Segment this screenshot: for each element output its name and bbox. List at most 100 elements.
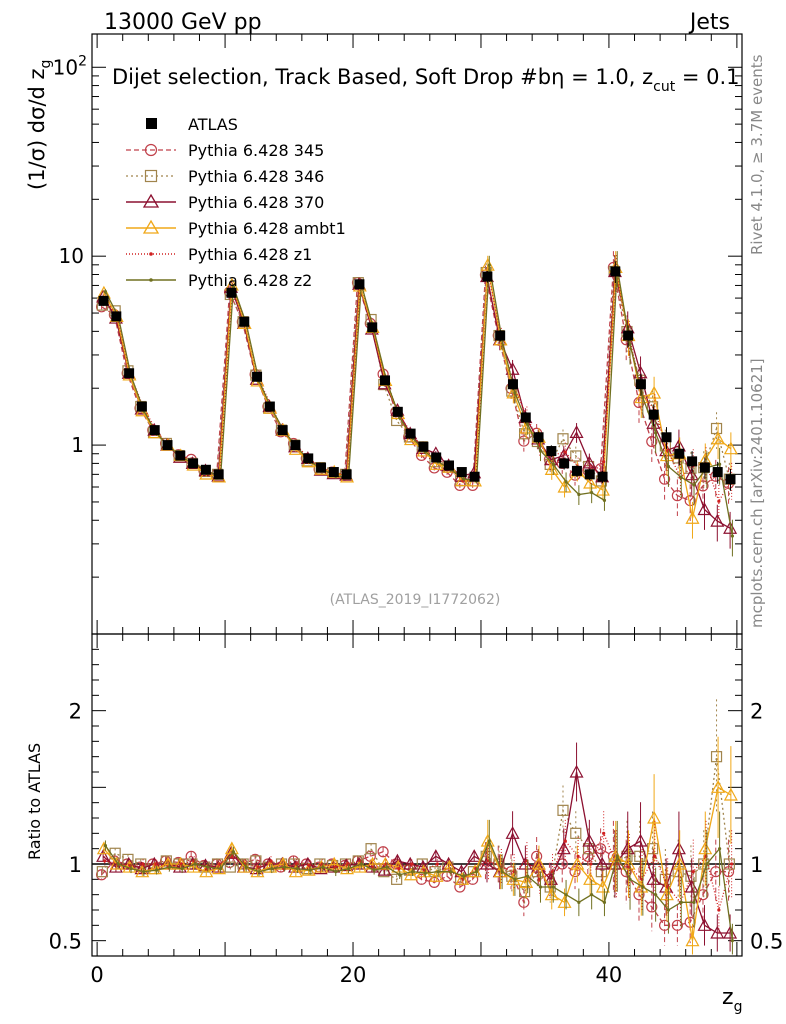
series-z1-ratio-point — [141, 862, 145, 866]
legend-entry-370: Pythia 6.428 370 — [126, 193, 324, 212]
atlas-data-point — [431, 452, 442, 463]
series-346-point — [557, 433, 569, 445]
atlas-data-point — [623, 330, 634, 341]
series-ambt1-ratio-point — [416, 864, 431, 878]
atlas-data-point — [520, 412, 531, 423]
series-ambt1-ratio-point — [685, 933, 700, 947]
series-346-ratio-point — [96, 866, 108, 878]
atlas-data-point — [290, 440, 301, 451]
atlas-data-point — [712, 467, 723, 478]
atlas-data-point — [546, 446, 557, 457]
series-ambt1-ratio-point — [531, 856, 546, 870]
series-ambt1-ratio-point — [544, 887, 559, 901]
legend-entry-346: Pythia 6.428 346 — [126, 167, 324, 186]
atlas-data-point — [559, 458, 570, 469]
series-346-ratio-point — [160, 855, 172, 867]
series-z1-ratio-point — [691, 870, 695, 874]
series-370-ratio-point — [428, 849, 443, 862]
y-ratio-tick-label: 0.5 — [49, 930, 82, 954]
legend-entry-ambt1: Pythia 6.428 ambt1 — [126, 219, 346, 238]
series-370-ratio-point — [390, 853, 405, 867]
atlas-data-point — [111, 311, 122, 322]
atlas-data-point — [341, 469, 352, 480]
series-370-ratio-point — [479, 856, 495, 870]
y-ratio-tick-label-right: 2 — [750, 700, 763, 724]
x-label-text: z — [722, 985, 734, 1010]
series-ambt1-point — [595, 482, 610, 496]
series-345-ratio-point — [569, 866, 581, 878]
atlas-data-point — [507, 379, 518, 390]
header-left: 13000 GeV pp — [104, 10, 262, 35]
series-370-point — [569, 425, 584, 438]
main-series-layer — [95, 251, 738, 557]
atlas-data-point — [687, 456, 698, 467]
y-main-tick-label: 1 — [71, 433, 84, 457]
y-ratio-tick-label: 1 — [69, 853, 82, 877]
series-370-ratio-point — [671, 841, 686, 855]
atlas-data-point — [405, 428, 416, 439]
legend-z1-marker — [149, 252, 153, 256]
y-axis-label-ratio: Ratio to ATLAS — [25, 743, 44, 860]
legend-atlas-label: ATLAS — [188, 115, 238, 134]
series-345-ratio-point — [518, 896, 530, 908]
rivet-version-label: Rivet 4.1.0, ≥ 3.7M events — [748, 54, 766, 255]
series-346-ratio-point — [595, 866, 607, 878]
series-346-point — [570, 450, 582, 462]
atlas-data-point — [136, 401, 147, 412]
series-345-ratio-point — [633, 889, 645, 901]
series-345-point — [646, 435, 658, 448]
atlas-data-point — [188, 458, 199, 469]
series-346-ratio-point — [557, 804, 569, 816]
series-346-ratio-point — [710, 751, 723, 763]
atlas-data-point — [380, 375, 391, 386]
series-370-ratio-point — [556, 841, 571, 855]
series-ambt1-ratio-point — [711, 780, 726, 793]
plot-title-cut-sub: cut — [653, 79, 676, 95]
series-ambt1-point — [711, 431, 726, 445]
atlas-data-point — [456, 467, 467, 478]
legend-entry-atlas: ATLAS — [146, 115, 238, 134]
atlas-data-point — [495, 330, 506, 341]
legend-ambt1-marker — [142, 219, 160, 234]
ratio-series-layer — [95, 699, 738, 955]
analysis-id-label: (ATLAS_2019_I1772062) — [330, 592, 501, 608]
series-345-ratio-point — [658, 919, 671, 931]
y-axis-label-main: (1/σ) dσ/d zg — [25, 60, 54, 190]
series-370-ratio-point — [569, 764, 584, 778]
x-axis-label: zg — [722, 985, 742, 1015]
series-ambt1-point — [723, 441, 738, 455]
series-346-ratio-point — [250, 855, 262, 867]
series-z2-ratio-point — [730, 939, 735, 943]
legend-z2-marker — [149, 278, 153, 282]
x-tick-label: 20 — [340, 963, 367, 987]
legend: ATLAS Pythia 6.428 345 Pythia 6.428 346 … — [126, 115, 346, 290]
atlas-data-point — [354, 279, 365, 290]
atlas-data-point — [674, 448, 685, 459]
atlas-data-point — [443, 460, 454, 471]
series-346-point — [519, 428, 531, 440]
series-345-ratio-point — [620, 866, 632, 878]
y-ratio-tick-label: 2 — [69, 700, 82, 724]
atlas-data-point — [661, 432, 672, 443]
legend-entry-345: Pythia 6.428 345 — [126, 141, 324, 160]
series-370-ratio-point — [121, 856, 136, 870]
y-main-label-sub: g — [38, 60, 54, 69]
atlas-data-point — [264, 401, 275, 412]
series-ambt1-ratio-point — [672, 856, 687, 870]
series-370-ratio-point — [684, 879, 699, 893]
atlas-data-point — [584, 469, 595, 480]
series-ambt1-ratio-point — [570, 856, 585, 870]
series-345-ratio-point — [671, 919, 683, 931]
legend-345-marker — [144, 143, 158, 157]
y-ratio-tick-label-right: 0.5 — [750, 930, 783, 954]
y-main-tick-label-sup: 2 — [78, 53, 87, 69]
series-ambt1-ratio-point — [557, 895, 572, 908]
series-370-point — [582, 455, 597, 469]
series-345-ratio-point — [646, 901, 658, 913]
series-345-point — [671, 490, 683, 502]
series-345-point — [697, 480, 709, 492]
series-ambt1-point — [583, 475, 598, 489]
series-346-ratio-point — [224, 861, 236, 873]
series-ambt1-ratio-point — [621, 856, 636, 870]
